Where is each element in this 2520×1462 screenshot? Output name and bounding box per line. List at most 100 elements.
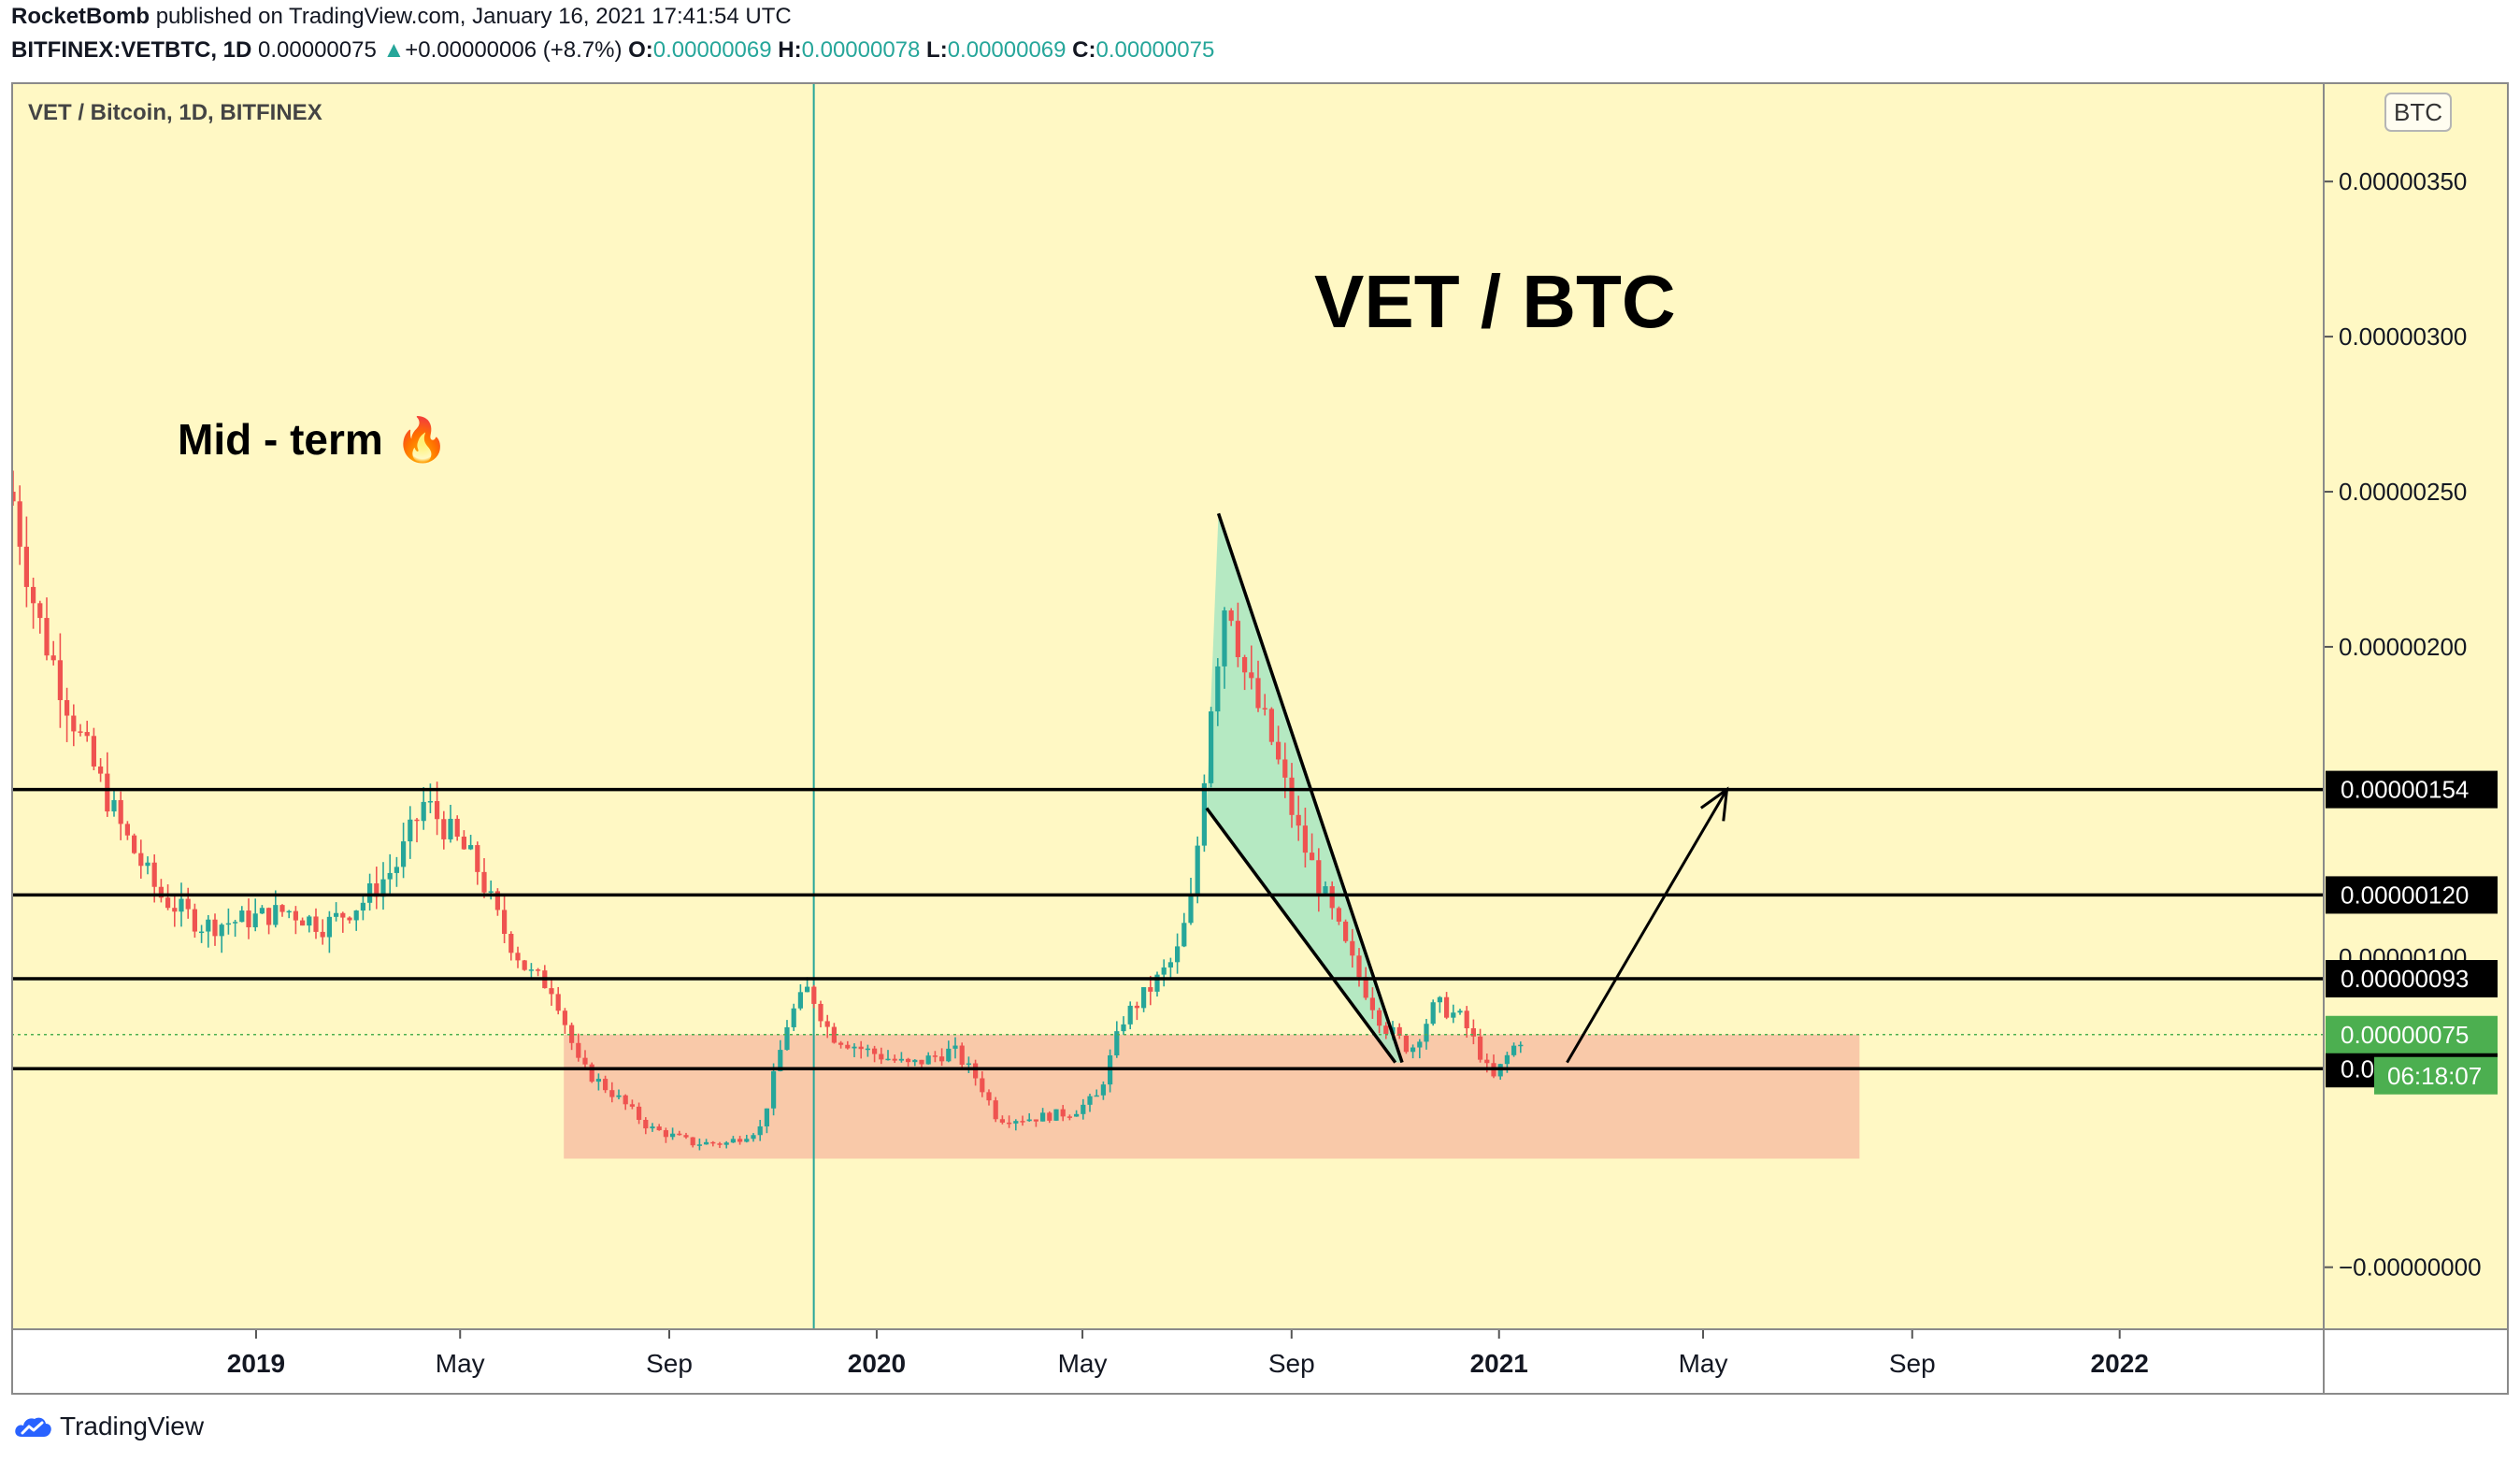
time-axis[interactable] — [11, 1329, 2324, 1395]
tradingview-footer[interactable]: TradingView — [13, 1412, 204, 1441]
candle-body — [1013, 1121, 1019, 1124]
price-change: +0.00000006 (+8.7%) — [405, 37, 623, 63]
candle-body — [1154, 974, 1160, 992]
author-name[interactable]: RocketBomb — [11, 4, 150, 29]
projection-arrow-head — [1699, 786, 1729, 822]
candle-body — [44, 618, 50, 656]
candle-body — [246, 910, 251, 927]
candle-body — [737, 1139, 743, 1142]
candle-body — [1175, 946, 1181, 963]
candle-body — [838, 1042, 844, 1045]
symbol-label[interactable]: BITFINEX:VETBTC, 1D — [11, 37, 252, 63]
candle-body — [885, 1058, 891, 1061]
price-label: 0.00000200 — [2339, 633, 2467, 661]
candle-body — [1356, 955, 1362, 978]
candle-body — [1282, 759, 1288, 778]
level-badge: 0.00000120 — [2341, 881, 2469, 909]
candle-body — [589, 1064, 594, 1082]
level-badge-bg — [2326, 876, 2498, 914]
candle-body — [138, 853, 144, 867]
low-value: 0.00000069 — [947, 37, 1067, 63]
candle-body — [212, 919, 218, 937]
mid-term-annotation: Mid - term 🔥 — [178, 415, 449, 465]
candle-body — [64, 699, 70, 716]
time-label: 2019 — [227, 1349, 285, 1378]
close-value: 0.00000075 — [1095, 37, 1215, 63]
candle-body — [165, 897, 171, 909]
candle-body — [1403, 1035, 1409, 1053]
candle-body — [784, 1026, 790, 1051]
candle-body — [683, 1135, 689, 1138]
candle-body — [1094, 1095, 1099, 1097]
level-badge: 0.00000093 — [2341, 965, 2469, 993]
candle-body — [1167, 962, 1173, 968]
candle-body — [1188, 895, 1194, 924]
candle-body — [481, 871, 487, 893]
candle-body — [536, 969, 541, 971]
candle-body — [1060, 1109, 1066, 1117]
candle-body — [1310, 853, 1315, 861]
levels-layer — [11, 787, 2324, 1071]
candle-body — [394, 867, 399, 873]
candle-body — [1369, 997, 1375, 1010]
candle-body — [387, 872, 393, 880]
candle-body — [199, 931, 205, 934]
candle-body — [1255, 678, 1261, 709]
candle-body — [1141, 987, 1147, 1009]
candle-body — [1040, 1112, 1046, 1122]
candle-body — [562, 1010, 567, 1025]
candle-body — [1296, 814, 1301, 826]
candle-body — [57, 660, 63, 700]
candle-body — [966, 1063, 971, 1066]
candle-body — [1053, 1109, 1059, 1121]
candle-body — [408, 819, 413, 842]
candle-body — [78, 731, 83, 733]
candle-body — [824, 1021, 830, 1027]
candle-body — [1026, 1119, 1032, 1122]
price-label: −0.00000000 — [2339, 1254, 2482, 1282]
candle-body — [172, 908, 178, 912]
candle-body — [286, 910, 292, 913]
candle-body — [549, 988, 554, 995]
candle-body — [986, 1092, 992, 1101]
candle-body — [1457, 1010, 1463, 1013]
candle-body — [494, 891, 500, 910]
level-badge-bg — [2326, 960, 2498, 998]
candle-body — [959, 1045, 965, 1065]
candle-body — [1511, 1045, 1517, 1055]
candle-body — [1020, 1121, 1025, 1123]
candle-body — [723, 1142, 729, 1145]
candle-body — [293, 910, 298, 921]
price-axis[interactable] — [2324, 82, 2509, 1329]
candle-body — [1289, 777, 1295, 815]
candle-body — [1464, 1010, 1469, 1029]
candle-body — [616, 1095, 622, 1097]
chart-frame[interactable]: 0.00000350 0.00000300 0.00000250 0.00000200… — [10, 82, 2509, 1395]
candle-body — [454, 818, 460, 837]
candle-body — [233, 922, 238, 924]
candle-body — [778, 1050, 783, 1071]
candle-body — [1067, 1116, 1072, 1118]
candle-body — [1437, 996, 1442, 1003]
wedge-upper-line — [1216, 512, 1404, 1064]
support-zone — [564, 1034, 1860, 1159]
candle-body — [1033, 1119, 1038, 1122]
candle-body — [973, 1063, 979, 1079]
candle-body — [98, 766, 104, 774]
candle-body — [751, 1135, 756, 1140]
candle-body — [637, 1106, 642, 1120]
candle-body — [326, 916, 332, 938]
candle-body — [239, 910, 245, 923]
chart-svg[interactable]: 0.00000350 0.00000300 0.00000250 0.00000200… — [10, 82, 2509, 1395]
candle-body — [879, 1054, 884, 1060]
countdown-label: 06:18:07 — [2387, 1062, 2482, 1090]
chart-border — [11, 82, 2509, 1395]
candle-body — [791, 1008, 796, 1027]
candle-body — [334, 912, 339, 917]
candle-body — [670, 1133, 676, 1138]
candle-body — [1081, 1104, 1086, 1114]
candle-body — [132, 835, 137, 853]
candle-body — [1007, 1122, 1012, 1125]
candle-body — [555, 994, 561, 1011]
candle-body — [192, 909, 197, 932]
